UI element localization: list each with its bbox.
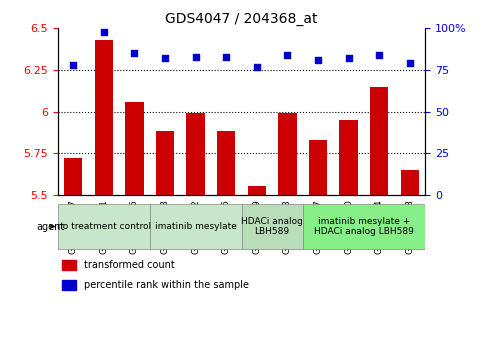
Bar (64, 158, 83, 354)
Text: imatinib mesylate: imatinib mesylate (155, 222, 237, 231)
Text: no treatment control: no treatment control (57, 222, 151, 231)
Text: imatinib mesylate +
HDACi analog LBH589: imatinib mesylate + HDACi analog LBH589 (314, 217, 414, 236)
Point (284, 52, 291, 58)
Text: percentile rank within the sample: percentile rank within the sample (84, 280, 249, 290)
FancyBboxPatch shape (303, 204, 425, 249)
Bar (278, 113, 297, 354)
Point (70, 62, 77, 68)
Point (314, 57, 322, 63)
Point (375, 52, 383, 58)
Bar (95, 40, 113, 354)
Point (222, 54, 230, 59)
Bar (156, 131, 174, 354)
Bar (370, 86, 388, 354)
Bar (340, 120, 358, 354)
Point (192, 54, 199, 59)
Bar (125, 102, 143, 354)
Text: HDACi analog
LBH589: HDACi analog LBH589 (241, 217, 303, 236)
Point (100, 29, 108, 34)
Bar (309, 140, 327, 354)
Bar (62, 280, 76, 290)
Point (130, 50, 138, 56)
FancyBboxPatch shape (58, 204, 150, 249)
Title: GDS4047 / 204368_at: GDS4047 / 204368_at (165, 12, 318, 26)
FancyBboxPatch shape (242, 204, 303, 249)
Bar (186, 113, 205, 354)
Bar (62, 260, 76, 270)
Point (161, 56, 169, 61)
Bar (217, 131, 235, 354)
Text: transformed count: transformed count (84, 261, 174, 270)
Text: agent: agent (36, 222, 64, 232)
Bar (248, 186, 266, 354)
FancyBboxPatch shape (150, 204, 242, 249)
Point (406, 61, 413, 66)
Point (345, 56, 353, 61)
Bar (400, 170, 419, 354)
Point (253, 64, 261, 69)
